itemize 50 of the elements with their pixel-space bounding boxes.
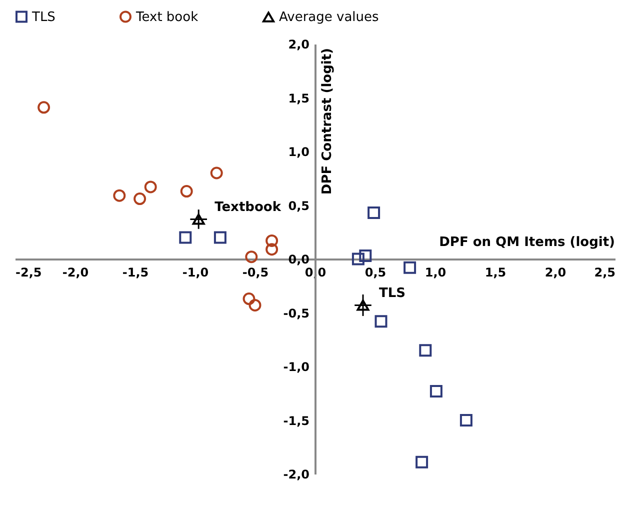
annotation: TLS: [379, 286, 406, 302]
point: [179, 231, 192, 244]
point: [210, 166, 223, 180]
y-tick-label: -1,0: [283, 360, 310, 374]
y-tick-label: 1,5: [288, 91, 310, 106]
legend-label: Text book: [135, 10, 199, 25]
x-tick-label: 1,5: [484, 266, 506, 280]
y-tick-label: 1,0: [288, 145, 310, 159]
annotation: Textbook: [214, 200, 282, 216]
y-tick-label: 0,5: [288, 198, 310, 213]
x-axis-title: DPF on QM Items (logit): [439, 235, 615, 250]
point: [242, 292, 256, 306]
point: [266, 243, 278, 256]
point: [214, 231, 226, 244]
x-tick-label: 2,0: [544, 266, 566, 280]
point: [245, 250, 258, 264]
legend-label: Average values: [279, 10, 380, 26]
point: [266, 234, 278, 247]
y-tick-label: 2,0: [288, 38, 310, 52]
x-tick-label: -1,5: [122, 266, 149, 280]
x-tick-label: -2,0: [62, 266, 89, 280]
y-tick-label: -0,5: [283, 306, 310, 320]
point: [38, 101, 50, 114]
point: [180, 185, 193, 198]
x-tick-label: -0,5: [242, 266, 269, 280]
point: [352, 252, 364, 266]
y-tick-label: -1,5: [283, 414, 310, 428]
point: [113, 189, 126, 202]
y-tick-label: -2,0: [283, 468, 310, 482]
x-tick-label: 2,5: [594, 266, 616, 280]
x-tick-label: 0,5: [364, 266, 386, 280]
point: [430, 384, 442, 398]
point: [356, 300, 370, 311]
point: [419, 344, 432, 357]
point: [144, 180, 157, 194]
x-tick-label: -2,5: [16, 266, 42, 280]
point: [192, 214, 205, 225]
y-tick-label: 0,0: [288, 252, 310, 266]
legend-label: TLS: [31, 10, 56, 25]
point: [460, 414, 472, 426]
point: [359, 250, 372, 262]
point: [416, 456, 428, 468]
point: [404, 261, 416, 274]
point: [248, 298, 262, 312]
x-tick-label: 1,0: [424, 266, 446, 280]
point: [134, 192, 146, 206]
point: [368, 206, 380, 220]
x-tick-label: -1,0: [182, 266, 209, 280]
point: [374, 315, 388, 328]
y-axis-title: DPF Contrast (logit): [320, 48, 335, 195]
